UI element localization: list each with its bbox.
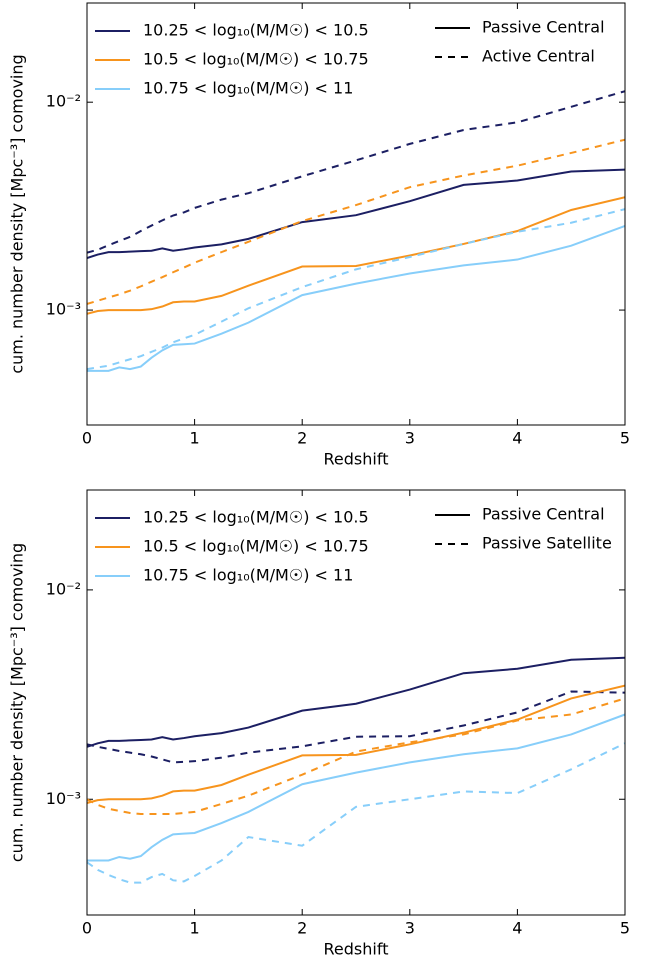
x-tick-label: 4: [512, 429, 522, 448]
y-tick-label: 10⁻³: [46, 300, 81, 319]
legend-label: 10.75 < log₁₀(M/M☉) < 11: [143, 79, 353, 98]
data-line: [87, 684, 625, 804]
plot-frame: [86, 489, 626, 916]
data-line: [87, 656, 625, 748]
legend-label: 10.5 < log₁₀(M/M☉) < 10.75: [143, 50, 369, 69]
x-tick-label: 0: [82, 919, 92, 938]
data-line: [87, 690, 625, 764]
legend-label: 10.75 < log₁₀(M/M☉) < 11: [143, 566, 353, 585]
legend-label: 10.25 < log₁₀(M/M☉) < 10.5: [143, 508, 369, 527]
x-tick-label: 3: [405, 429, 415, 448]
data-line: [87, 697, 625, 816]
data-line: [87, 138, 625, 305]
x-tick-label: 4: [512, 919, 522, 938]
data-line: [87, 208, 625, 371]
legend-label: Passive Satellite: [482, 534, 612, 553]
x-tick-label: 1: [190, 429, 200, 448]
data-line: [87, 224, 625, 372]
x-tick-label: 5: [620, 429, 630, 448]
x-axis-label: Redshift: [324, 940, 389, 955]
legend-label: 10.25 < log₁₀(M/M☉) < 10.5: [143, 21, 369, 40]
y-axis-label: cum. number density [Mpc⁻³] comoving: [8, 543, 27, 862]
panel: 0 1 2 3 4 5 10⁻³ 10⁻² Redshift cum. number densit…: [8, 489, 630, 955]
y-tick-label: 10⁻²: [46, 579, 81, 598]
data-line: [87, 196, 625, 315]
legend-label: Passive Central: [482, 18, 605, 37]
y-tick-label: 10⁻³: [46, 789, 81, 808]
x-tick-label: 2: [297, 919, 307, 938]
x-tick-label: 3: [405, 919, 415, 938]
plot-frame: [86, 2, 626, 426]
x-tick-label: 0: [82, 429, 92, 448]
x-axis-label: Redshift: [324, 450, 389, 469]
x-tick-label: 2: [297, 429, 307, 448]
x-tick-label: 5: [620, 919, 630, 938]
x-tick-label: 1: [190, 919, 200, 938]
legend-label: Active Central: [482, 47, 595, 66]
legend-label: Passive Central: [482, 505, 605, 524]
data-line: [87, 168, 625, 259]
data-line: [87, 742, 625, 884]
data-line: [87, 90, 625, 254]
legend-label: 10.5 < log₁₀(M/M☉) < 10.75: [143, 537, 369, 556]
panel: 0 1 2 3 4 5 10⁻³ 10⁻² Redshift cum. number densit…: [8, 2, 630, 469]
y-tick-label: 10⁻²: [46, 92, 81, 111]
data-line: [87, 713, 625, 862]
y-axis-label: cum. number density [Mpc⁻³] comoving: [8, 54, 27, 373]
